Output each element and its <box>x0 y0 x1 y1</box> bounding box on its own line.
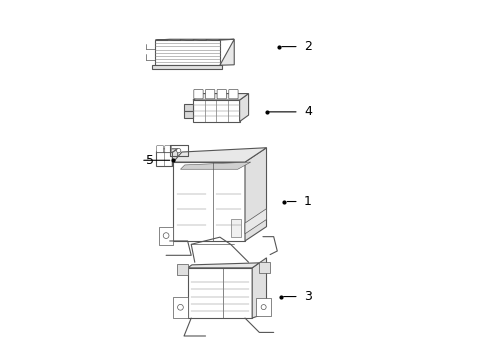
Text: 3: 3 <box>304 290 312 303</box>
Polygon shape <box>259 262 270 273</box>
Polygon shape <box>172 149 178 166</box>
Text: 5: 5 <box>147 154 154 167</box>
FancyBboxPatch shape <box>157 145 164 152</box>
Polygon shape <box>193 100 240 122</box>
Polygon shape <box>240 94 248 122</box>
Polygon shape <box>180 162 251 169</box>
FancyBboxPatch shape <box>194 90 203 99</box>
Circle shape <box>176 148 181 153</box>
Polygon shape <box>252 258 267 318</box>
Polygon shape <box>156 152 172 166</box>
Circle shape <box>163 233 169 238</box>
Polygon shape <box>184 104 193 111</box>
Polygon shape <box>193 94 248 100</box>
Circle shape <box>177 305 183 310</box>
FancyBboxPatch shape <box>217 90 226 99</box>
Polygon shape <box>245 148 267 241</box>
Polygon shape <box>220 39 234 65</box>
Polygon shape <box>173 162 245 241</box>
FancyBboxPatch shape <box>229 90 238 99</box>
Polygon shape <box>256 298 271 316</box>
Text: 4: 4 <box>304 105 312 118</box>
Polygon shape <box>188 268 252 318</box>
FancyBboxPatch shape <box>205 90 215 99</box>
Polygon shape <box>152 65 221 69</box>
Text: 2: 2 <box>304 40 312 53</box>
Polygon shape <box>173 297 188 318</box>
Polygon shape <box>188 263 259 268</box>
Circle shape <box>261 305 266 310</box>
Polygon shape <box>155 40 220 65</box>
Polygon shape <box>155 39 234 40</box>
Polygon shape <box>177 264 188 275</box>
Polygon shape <box>184 111 193 118</box>
FancyBboxPatch shape <box>165 145 172 152</box>
Polygon shape <box>159 226 173 244</box>
Polygon shape <box>173 148 267 162</box>
Polygon shape <box>245 209 267 234</box>
Text: 1: 1 <box>304 195 312 208</box>
Polygon shape <box>156 149 178 152</box>
Polygon shape <box>231 220 242 237</box>
